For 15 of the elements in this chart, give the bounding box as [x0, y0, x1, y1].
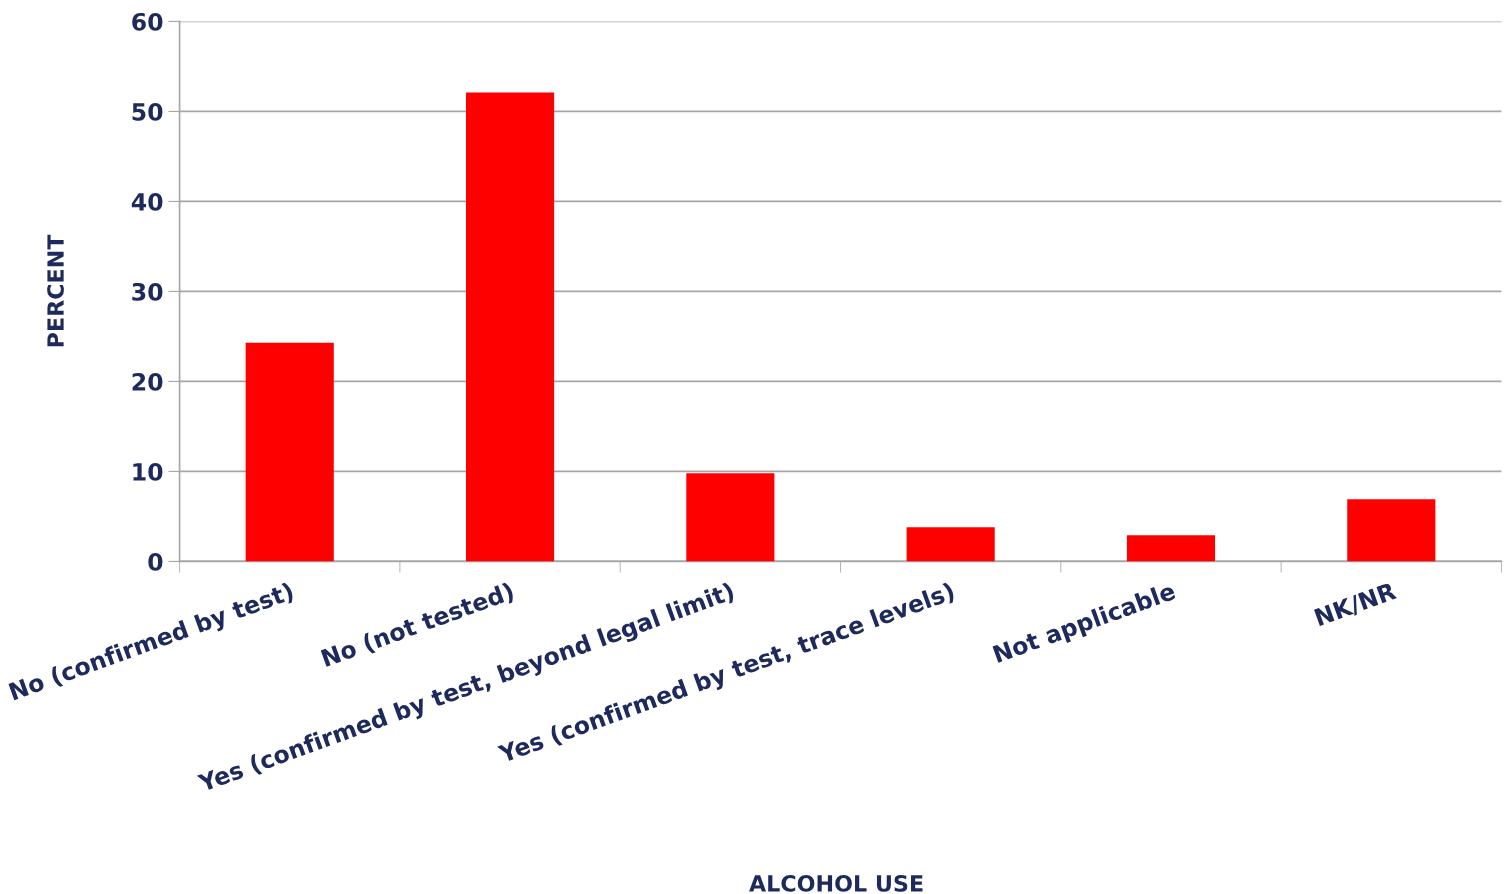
y-tick-label: 0	[148, 552, 163, 571]
y-axis-title: PERCENT	[47, 234, 64, 347]
bar	[906, 527, 995, 562]
bar	[245, 342, 334, 562]
y-tick-label: 20	[132, 372, 163, 391]
y-tick-label: 60	[132, 12, 163, 31]
bar	[1347, 499, 1436, 562]
y-tick-label: 10	[133, 462, 163, 481]
y-tick-label: 30	[132, 282, 163, 301]
bar	[686, 473, 775, 562]
y-tick-label: 50	[132, 102, 163, 121]
y-tick-label: 40	[131, 192, 163, 211]
x-axis-title: ALCOHOL USE	[749, 875, 923, 892]
bar	[1126, 535, 1216, 562]
bar	[465, 92, 555, 562]
